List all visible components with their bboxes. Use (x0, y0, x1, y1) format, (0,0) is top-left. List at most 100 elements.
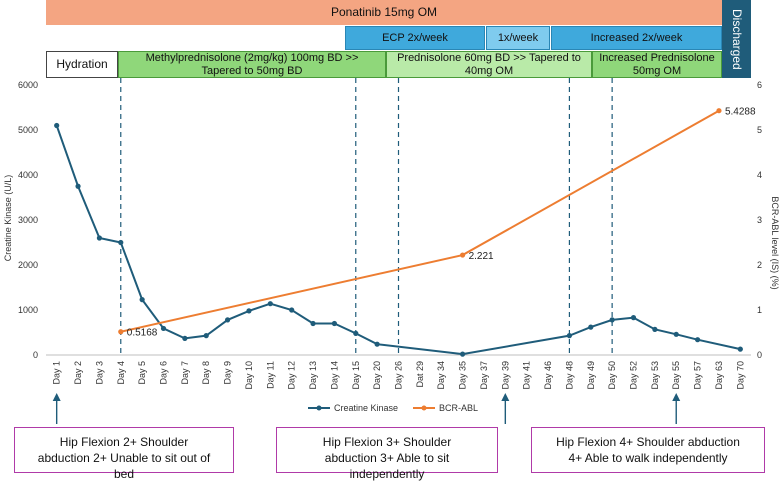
ck-point (609, 317, 615, 323)
x-tick-label: Day 6 (159, 361, 169, 385)
band-discharged: Discharged (722, 0, 751, 78)
y2-tick-label: 2 (757, 260, 762, 270)
y2-tick-label: 3 (757, 215, 762, 225)
x-tick-label: Day 14 (329, 361, 339, 390)
x-tick-label: Day 12 (287, 361, 297, 390)
x-tick-label: Day 15 (351, 361, 361, 390)
ck-point (54, 122, 60, 129)
ck-point (267, 301, 273, 307)
y2-tick-label: 5 (757, 125, 762, 135)
y-tick-label: 5000 (18, 125, 38, 135)
legend: Creatine Kinase BCR-ABL (308, 403, 478, 413)
pointer-arrow-head (501, 393, 510, 401)
x-tick-label: Day 13 (308, 361, 318, 390)
bcr-line (120, 109, 720, 333)
legend-ck-marker (316, 405, 322, 411)
ck-point (203, 333, 209, 339)
x-tick-label: Day 57 (693, 361, 703, 390)
y-tick-label: 0 (33, 350, 38, 360)
x-tick-label: Day 49 (586, 361, 596, 390)
x-tick-label: Day 52 (629, 361, 639, 390)
bcr-data-label: 5.4288 (725, 107, 756, 118)
band-ecp-increased: Increased 2x/week (551, 26, 722, 50)
x-tick-label: Day 20 (372, 361, 382, 390)
x-tick-label: Day 2 (73, 361, 83, 385)
bcr-data-label: 0.5168 (127, 328, 158, 339)
ck-point (652, 326, 658, 332)
y-axis-label: Creatine Kinase (U/L) (3, 175, 13, 262)
x-tick-label: Day 50 (607, 361, 617, 390)
y-tick-label: 6000 (18, 80, 38, 90)
ck-point (331, 320, 338, 327)
ck-point (160, 325, 167, 332)
band-ecp-1x: 1x/week (486, 26, 550, 50)
bcr-point (459, 252, 466, 258)
ck-point (566, 333, 573, 339)
y-tick-label: 4000 (18, 170, 38, 180)
bcr-data-label: 2.221 (469, 251, 494, 262)
x-tick-label: Day 3 (94, 361, 104, 385)
x-tick-label: Dat 29 (415, 361, 425, 388)
ck-point (96, 235, 103, 241)
ck-point (139, 297, 145, 303)
x-tick-label: Day 1 (52, 361, 62, 385)
x-tick-label: Day 46 (543, 361, 553, 390)
ck-point (246, 308, 252, 314)
legend-bcr-label: BCR-ABL (439, 403, 478, 413)
bcr-point (716, 108, 722, 114)
ck-point (353, 330, 359, 336)
y2-tick-label: 0 (757, 350, 762, 360)
note-day-55: Hip Flexion 4+ Shoulder abduction 4+ Abl… (531, 427, 765, 473)
x-tick-label: Day 48 (564, 361, 574, 390)
ck-point (118, 239, 124, 246)
pointer-arrow-head (52, 393, 61, 401)
y-tick-label: 3000 (18, 215, 38, 225)
band-hydration: Hydration (46, 51, 118, 78)
ck-point (182, 335, 188, 341)
pointer-arrow-head (672, 393, 681, 401)
bcr-point (118, 329, 124, 335)
note-day-1: Hip Flexion 2+ Shoulder abduction 2+ Una… (14, 427, 234, 481)
ck-point (75, 183, 81, 189)
y2-axis-label: BCR-ABL level (IS) (%) (770, 196, 779, 289)
x-tick-label: Day 41 (522, 361, 532, 390)
x-tick-label: Day 7 (180, 361, 190, 385)
band-increased-prednisolone: Increased Prednisolone 50mg OM (592, 51, 722, 78)
ck-point (289, 307, 295, 313)
ck-point (224, 317, 231, 323)
ck-point (459, 351, 466, 357)
x-tick-label: Day 8 (201, 361, 211, 385)
ck-point (374, 341, 380, 347)
y-tick-label: 1000 (18, 305, 38, 315)
x-tick-label: Day 9 (223, 361, 233, 385)
band-ecp-2x: ECP 2x/week (345, 26, 485, 50)
x-tick-label: Day 26 (394, 361, 404, 390)
x-tick-label: Day 35 (458, 361, 468, 390)
ck-point (630, 315, 637, 321)
legend-ck-label: Creatine Kinase (334, 403, 398, 413)
x-tick-label: Day 39 (500, 361, 510, 390)
x-tick-label: Day 4 (116, 361, 126, 385)
x-tick-label: Day 37 (479, 361, 489, 390)
x-tick-label: Day 11 (265, 361, 275, 389)
ck-point (310, 320, 316, 327)
x-tick-label: Day 53 (650, 361, 660, 390)
band-prednisolone: Prednisolone 60mg BD >> Tapered to 40mg … (386, 51, 592, 78)
y-tick-label: 2000 (18, 260, 38, 270)
ck-point (694, 337, 701, 343)
legend-bcr-marker (421, 405, 427, 411)
x-tick-label: Day 34 (436, 361, 446, 390)
x-tick-label: Day 5 (137, 361, 147, 385)
x-tick-label: Day 63 (714, 361, 724, 390)
x-tick-label: Day 55 (671, 361, 681, 390)
y2-tick-label: 6 (757, 80, 762, 90)
x-tick-label: Day 70 (735, 361, 745, 390)
y2-tick-label: 4 (757, 170, 762, 180)
x-tick-label: Day 10 (244, 361, 254, 390)
band-ponatinib: Ponatinib 15mg OM (46, 0, 722, 25)
ck-point (737, 346, 743, 352)
ck-point (588, 324, 594, 330)
band-methylprednisolone: Methylprednisolone (2mg/kg) 100mg BD >> … (118, 51, 386, 78)
note-day-39: Hip Flexion 3+ Shoulder abduction 3+ Abl… (276, 427, 498, 481)
